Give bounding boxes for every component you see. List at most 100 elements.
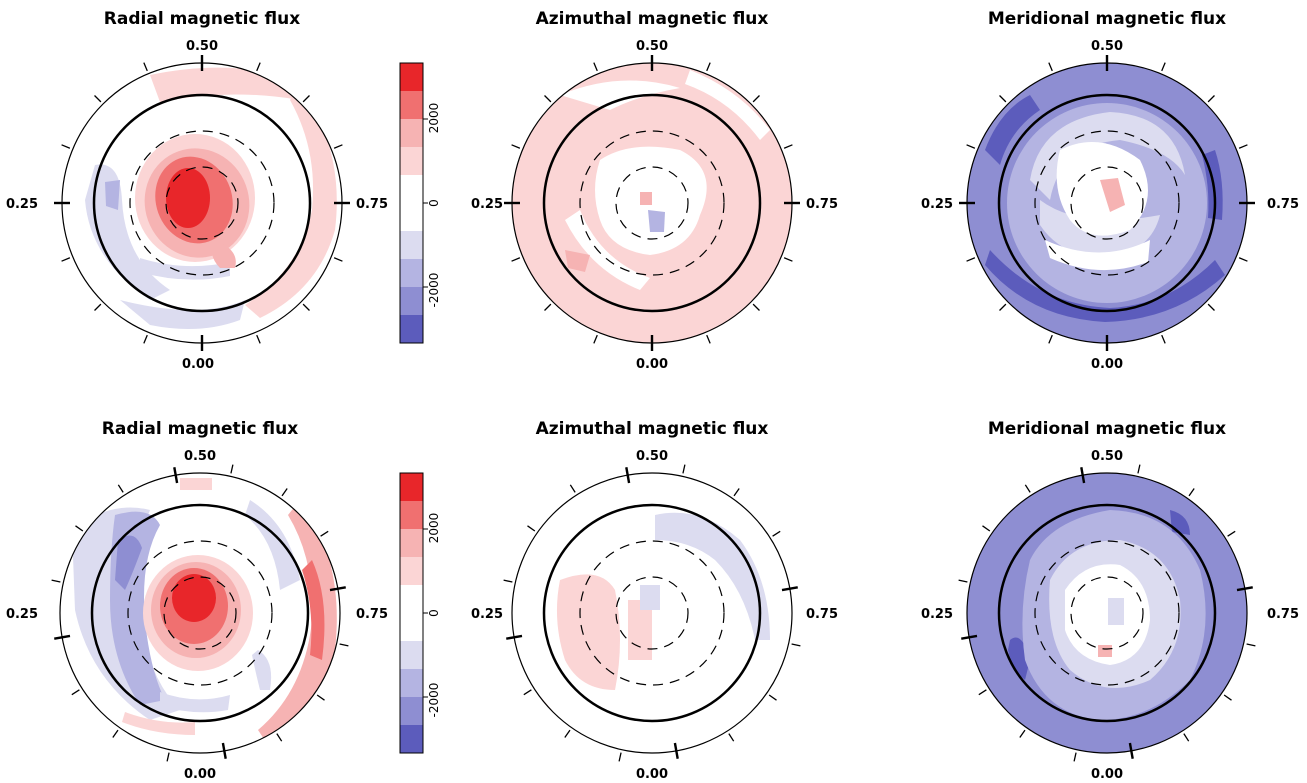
phase-tick: [706, 334, 711, 344]
phase-tick: [791, 643, 801, 647]
phase-tick: [768, 694, 777, 701]
phase-label-bottom: 0.00: [1091, 357, 1123, 372]
phase-tick: [966, 144, 976, 149]
colorbar-band: [400, 725, 423, 754]
phase-tick: [333, 257, 343, 262]
phase-tick: [1207, 95, 1215, 103]
phase-tick: [117, 484, 124, 493]
major-phase-tick: [173, 467, 179, 484]
colorbar-tick-label: -2000: [427, 683, 441, 718]
phase-tick: [333, 144, 343, 149]
phase-tick: [752, 303, 760, 311]
panel-title: Radial magnetic flux: [102, 419, 298, 439]
colorbar-band: [400, 119, 423, 148]
phase-tick: [143, 62, 148, 72]
phase-tick: [1019, 729, 1026, 738]
phase-tick: [94, 95, 102, 103]
phase-tick: [706, 62, 711, 72]
phase-tick: [511, 144, 521, 149]
phase-tick: [256, 62, 261, 72]
phase-tick: [966, 257, 976, 262]
phase-label-right: 0.75: [806, 197, 838, 212]
phase-tick: [1073, 752, 1077, 762]
phase-tick: [71, 689, 80, 696]
phase-label-left: 0.25: [471, 197, 503, 212]
phase-label-left: 0.25: [921, 607, 953, 622]
phase-tick: [276, 733, 283, 742]
flux-map: [85, 67, 337, 329]
panel-title: Azimuthal magnetic flux: [536, 9, 769, 29]
phase-tick: [1183, 733, 1190, 742]
phase-tick: [1238, 144, 1248, 149]
phase-label-right: 0.75: [1267, 197, 1299, 212]
phase-tick: [1238, 257, 1248, 262]
colorbar-band: [400, 175, 423, 204]
phase-tick: [523, 689, 532, 696]
panel-radial-bottom: Radial magnetic flux 0.50 0.25 0.75 0.00: [6, 419, 388, 782]
colorbar-band: [400, 641, 423, 670]
phase-tick: [564, 729, 571, 738]
panel-title: Azimuthal magnetic flux: [536, 419, 769, 439]
phase-tick: [1227, 530, 1236, 537]
colorbar-band: [400, 203, 423, 232]
phase-label-right: 0.75: [356, 197, 388, 212]
phase-tick: [94, 303, 102, 311]
colorbar-band: [400, 315, 423, 344]
flux-map: [967, 63, 1247, 343]
phase-tick: [544, 95, 552, 103]
major-phase-tick: [506, 634, 523, 640]
colorbar-band: [400, 259, 423, 288]
phase-tick: [503, 579, 513, 583]
flux-map: [518, 512, 770, 730]
phase-tick: [682, 464, 686, 474]
phase-tick: [302, 303, 310, 311]
phase-label-right: 0.75: [356, 607, 388, 622]
colorbar-band: [400, 613, 423, 642]
phase-tick: [772, 530, 781, 537]
phase-tick: [999, 95, 1007, 103]
phase-tick: [593, 334, 598, 344]
phase-label-left: 0.25: [471, 607, 503, 622]
colorbar-band: [400, 147, 423, 176]
colorbar-band: [400, 585, 423, 614]
phase-tick: [1207, 303, 1215, 311]
phase-tick: [511, 257, 521, 262]
panel-azimuthal-top: Azimuthal magnetic flux 0.50 0.25 0.75 0…: [471, 9, 838, 372]
phase-label-bottom: 0.00: [182, 357, 214, 372]
phase-tick: [75, 525, 84, 532]
phase-tick: [999, 303, 1007, 311]
panel-azimuthal-bottom: Azimuthal magnetic flux 0.50 0.25 0.75 0…: [471, 419, 838, 782]
phase-tick: [527, 525, 536, 532]
flux-map: [72, 478, 337, 748]
phase-tick: [1246, 643, 1256, 647]
phase-tick: [1223, 694, 1232, 701]
phase-tick: [51, 579, 61, 583]
colorbar-tick-label: 0: [427, 199, 441, 207]
panel-meridional-top: Meridional magnetic flux 0.50 0.25 0.75 …: [921, 9, 1299, 372]
phase-tick: [783, 144, 793, 149]
phase-tick: [618, 752, 622, 762]
phase-tick: [230, 464, 234, 474]
phase-tick: [1048, 62, 1053, 72]
phase-label-top: 0.50: [184, 449, 216, 464]
major-phase-tick: [673, 742, 679, 759]
phase-tick: [166, 752, 170, 762]
major-phase-tick: [1080, 467, 1086, 484]
phase-label-bottom: 0.00: [184, 767, 216, 782]
phase-tick: [569, 484, 576, 493]
major-phase-tick: [1128, 742, 1134, 759]
major-phase-tick: [1236, 586, 1253, 592]
major-phase-tick: [961, 634, 978, 640]
phase-tick: [1024, 484, 1031, 493]
colorbar-band: [400, 529, 423, 558]
major-phase-tick: [625, 467, 631, 484]
colorbar-band: [400, 63, 423, 92]
phase-tick: [112, 729, 119, 738]
phase-tick: [958, 579, 968, 583]
colorbar-band: [400, 473, 423, 502]
phase-label-bottom: 0.00: [1091, 767, 1123, 782]
phase-tick: [978, 689, 987, 696]
colorbar-tick-label: 2000: [427, 513, 441, 544]
phase-tick: [281, 488, 288, 497]
